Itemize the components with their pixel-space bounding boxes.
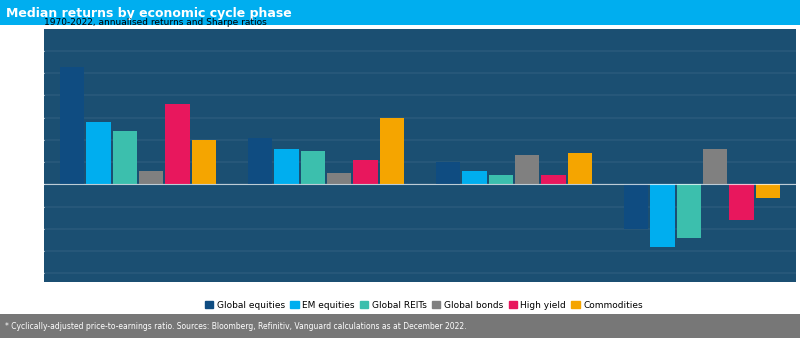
Bar [301,151,325,185]
Bar [113,131,137,185]
Bar [139,171,163,185]
Bar [703,149,727,185]
Bar [436,162,461,185]
Bar [379,118,404,185]
Bar [327,173,351,185]
Bar [489,175,513,185]
Bar [542,175,566,185]
Text: Median returns by economic cycle phase: Median returns by economic cycle phase [6,7,292,20]
Bar [191,140,216,185]
Bar [462,171,486,185]
Bar [624,185,649,229]
Bar [515,155,539,185]
Bar [60,67,85,185]
Bar [274,149,298,185]
Bar [567,153,592,185]
Bar [755,185,780,198]
Bar [86,122,110,185]
Text: 1970-2022, annualised returns and Sharpe ratios: 1970-2022, annualised returns and Sharpe… [44,18,266,27]
Bar [166,104,190,185]
Legend: Global equities, EM equities, Global REITs, Global bonds, High yield, Commoditie: Global equities, EM equities, Global REI… [205,301,643,310]
Bar [730,185,754,220]
Bar [677,185,701,238]
Bar [248,138,273,185]
Text: * Cyclically-adjusted price-to-earnings ratio. Sources: Bloomberg, Refinitiv, Va: * Cyclically-adjusted price-to-earnings … [5,322,466,331]
Bar [354,160,378,185]
Bar [650,185,674,247]
